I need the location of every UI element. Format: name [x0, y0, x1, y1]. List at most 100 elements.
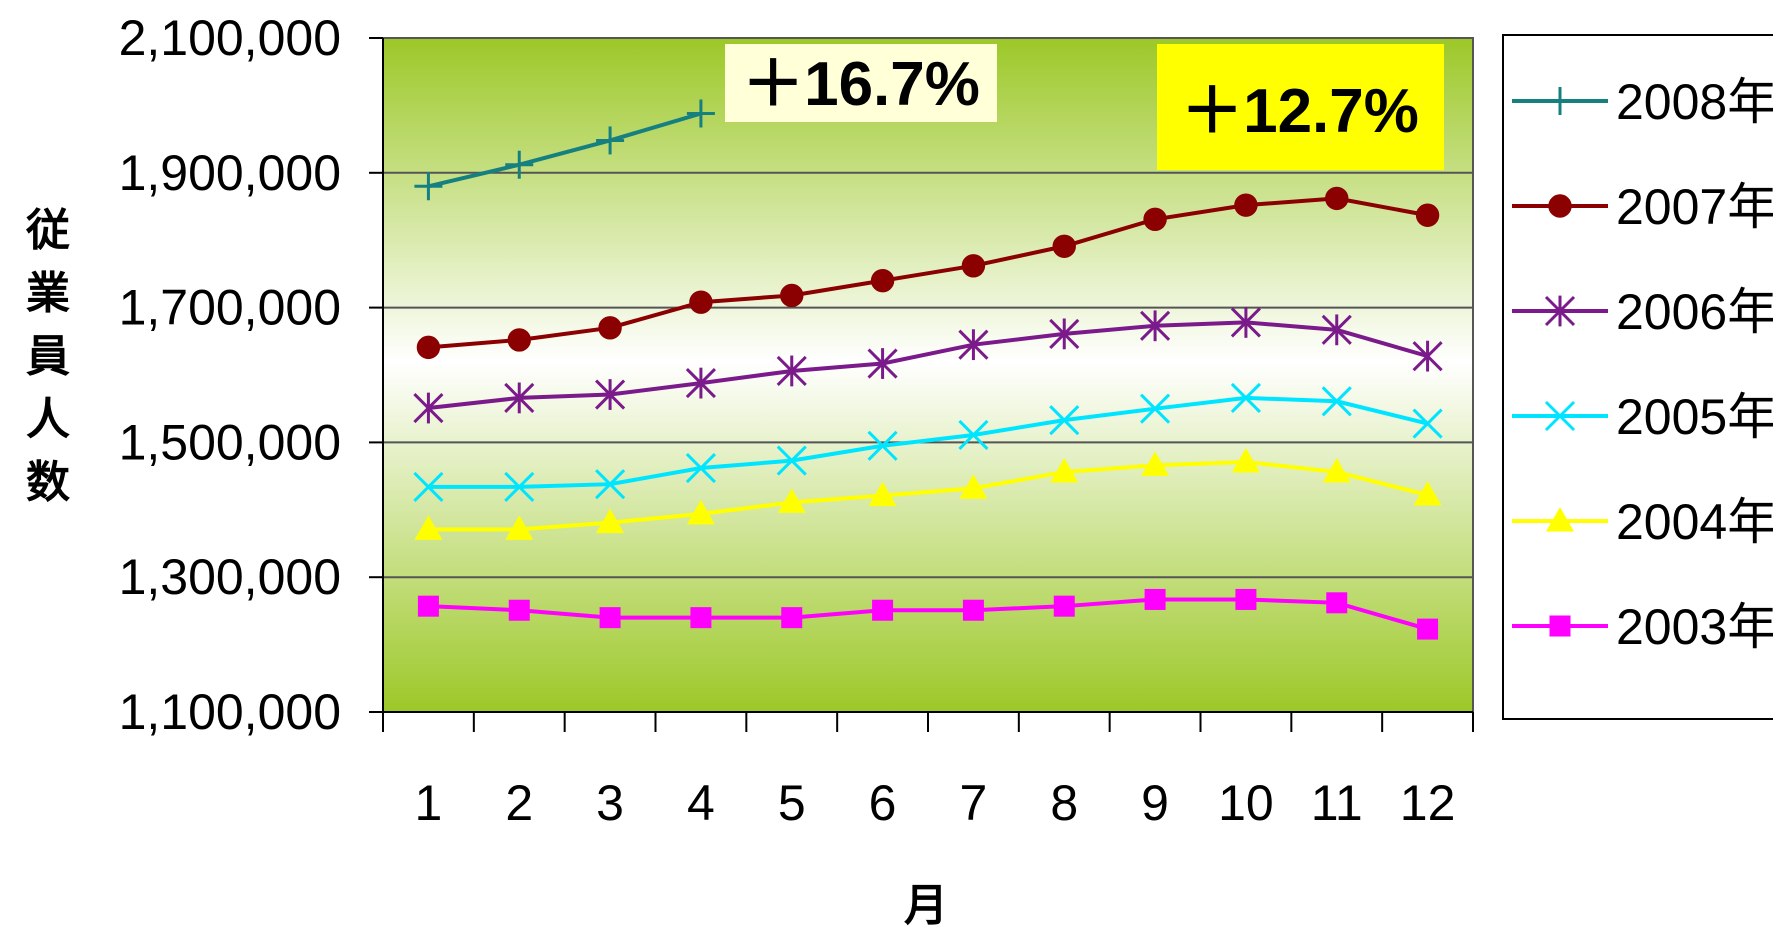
data-point-marker — [1230, 307, 1261, 338]
data-point-marker — [686, 99, 715, 128]
data-point-marker — [1326, 592, 1348, 614]
data-point-marker — [690, 607, 712, 629]
y-axis-title-char: 業 — [26, 268, 70, 319]
data-point-marker — [1544, 295, 1576, 327]
data-point-marker — [1544, 400, 1576, 432]
series-0 — [414, 99, 715, 201]
x-tick-label: 4 — [687, 775, 715, 831]
x-axis-title: 月 — [904, 880, 948, 931]
data-point-marker — [776, 355, 807, 387]
data-point-marker — [1321, 314, 1352, 346]
data-point-marker — [1546, 507, 1574, 532]
data-point-marker — [1049, 405, 1080, 436]
data-point-marker — [598, 316, 622, 340]
data-point-marker — [868, 481, 897, 507]
data-point-marker — [686, 499, 715, 525]
data-point-marker — [596, 508, 625, 534]
x-tick-label: 12 — [1400, 775, 1456, 831]
data-point-marker — [504, 471, 535, 502]
series-line — [428, 320, 1429, 411]
data-point-marker — [1413, 480, 1442, 506]
data-point-marker — [780, 283, 804, 308]
y-axis-title-char: 数 — [26, 457, 70, 508]
data-point-marker — [1549, 615, 1571, 637]
x-tick-label: 5 — [778, 775, 806, 831]
y-tick-label: 1,300,000 — [119, 549, 341, 605]
axes — [369, 37, 1474, 732]
y-tick-label: 2,100,000 — [119, 10, 341, 66]
data-point-marker — [1230, 382, 1261, 413]
series-line — [428, 196, 1428, 350]
annotation-2-text: ＋12.7% — [1181, 77, 1419, 146]
data-point-marker — [1050, 458, 1079, 483]
annotation-2: ＋12.7% — [1157, 44, 1444, 170]
x-tick-label: 1 — [415, 775, 443, 831]
data-point-marker — [507, 328, 531, 352]
series-line — [428, 597, 1429, 632]
data-point-marker — [777, 488, 806, 513]
series-4 — [414, 447, 1442, 540]
legend-entry: 2004年 — [1512, 494, 1773, 550]
gridlines — [383, 171, 1473, 579]
y-tick-label: 1,500,000 — [119, 414, 341, 470]
x-tick-label: 6 — [869, 775, 897, 831]
data-point-marker — [1546, 87, 1574, 115]
y-axis-title-char: 従 — [25, 205, 70, 256]
annotation-1-text: ＋16.7% — [742, 50, 980, 119]
data-point-marker — [961, 254, 986, 278]
data-point-marker — [505, 150, 534, 179]
data-point-marker — [1140, 310, 1171, 342]
data-point-marker — [1412, 340, 1443, 372]
series-3 — [413, 382, 1443, 502]
data-point-marker — [599, 607, 621, 629]
y-tick-label: 1,700,000 — [119, 280, 341, 336]
x-tick-labels: 1 2 3 4 5 6 7 8 9 10 11 12 — [415, 775, 1456, 831]
legend-label: 2003年 — [1616, 599, 1773, 655]
series-5 — [417, 588, 1439, 640]
y-axis-title-char: 人 — [26, 394, 70, 445]
series-1 — [416, 186, 1440, 360]
data-point-marker — [1322, 458, 1351, 483]
data-point-marker — [504, 382, 535, 414]
data-point-marker — [595, 469, 626, 500]
legend-label: 2008年 — [1616, 74, 1773, 130]
data-point-marker — [1052, 234, 1076, 258]
data-point-marker — [1548, 194, 1572, 218]
data-point-marker — [1325, 186, 1349, 211]
data-point-marker — [958, 329, 989, 361]
data-point-marker — [414, 172, 443, 201]
data-point-marker — [1417, 618, 1439, 640]
x-tick-label: 10 — [1218, 775, 1274, 831]
series-group — [413, 99, 1443, 640]
data-point-marker — [1415, 203, 1440, 227]
data-point-marker — [414, 515, 443, 540]
data-point-marker — [689, 290, 713, 314]
data-point-marker — [867, 430, 898, 461]
y-tick-label: 1,100,000 — [119, 684, 341, 740]
legend-entry: 2007年 — [1512, 179, 1773, 235]
legend-label: 2007年 — [1616, 179, 1773, 235]
data-point-marker — [1235, 588, 1257, 610]
annotation-1: ＋16.7% — [725, 44, 997, 122]
legend-entry: 2008年 — [1512, 74, 1773, 130]
series-line — [428, 395, 1429, 489]
data-point-marker — [413, 471, 444, 502]
data-point-marker — [872, 599, 894, 621]
annotation-1-box — [725, 44, 997, 122]
data-point-marker — [1049, 318, 1080, 350]
x-tick-label: 8 — [1050, 775, 1078, 831]
data-point-marker — [1143, 207, 1167, 232]
series-line — [428, 459, 1429, 532]
legend-label: 2006年 — [1616, 284, 1773, 340]
series-line — [427, 111, 702, 189]
data-point-marker — [870, 268, 895, 293]
x-tick-label: 3 — [596, 775, 624, 831]
legend: 2008年 2007年 2006年 2005年 2004年 2003年 — [1502, 34, 1773, 720]
data-point-marker — [1231, 447, 1260, 473]
x-tick-label: 7 — [960, 775, 988, 831]
legend-entry: 2006年 — [1512, 284, 1773, 340]
x-tick-label: 2 — [505, 775, 533, 831]
data-point-marker — [685, 452, 716, 484]
